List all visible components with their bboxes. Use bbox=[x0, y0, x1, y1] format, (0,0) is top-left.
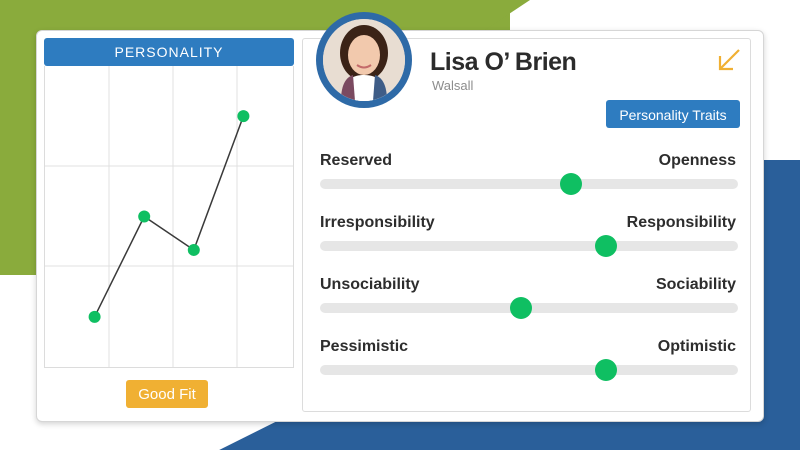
chart-series-line bbox=[93, 115, 245, 318]
personality-chart-panel: PERSONALITY bbox=[44, 38, 294, 368]
trait-slider-track[interactable] bbox=[320, 297, 738, 319]
good-fit-button[interactable]: Good Fit bbox=[126, 380, 208, 408]
trait-slider-track[interactable] bbox=[320, 235, 738, 257]
chart-point bbox=[88, 310, 101, 323]
profile-name: Lisa O’ Brien bbox=[430, 48, 577, 76]
trait-slider-track[interactable] bbox=[320, 173, 738, 195]
chart-point bbox=[138, 210, 151, 223]
personality-header: PERSONALITY bbox=[44, 38, 294, 66]
chart-point bbox=[187, 243, 200, 256]
trait-label-left: Reserved bbox=[320, 152, 393, 169]
trait-label-left: Unsociability bbox=[320, 276, 420, 293]
trait-slider-knob[interactable] bbox=[509, 297, 532, 319]
diagonal-arrow-icon[interactable] bbox=[716, 47, 742, 73]
profile-location: Walsall bbox=[432, 78, 474, 93]
trait-label-left: Irresponsibility bbox=[320, 214, 435, 231]
trait-slider-knob[interactable] bbox=[595, 235, 618, 257]
trait-slider-track[interactable] bbox=[320, 359, 738, 381]
chart-point bbox=[237, 110, 250, 123]
avatar bbox=[316, 12, 412, 108]
trait-slider-knob[interactable] bbox=[595, 359, 618, 381]
trait-label-left: Pessimistic bbox=[320, 338, 409, 355]
trait-label-right: Sociability bbox=[655, 276, 736, 293]
chart-area bbox=[44, 66, 294, 368]
avatar-photo bbox=[323, 19, 405, 101]
trait-label-right: Openness bbox=[658, 152, 736, 169]
trait-label-right: Responsibility bbox=[626, 214, 736, 231]
trait-slider-knob[interactable] bbox=[559, 173, 582, 195]
personality-traits-button[interactable]: Personality Traits bbox=[606, 100, 740, 128]
trait-label-right: Optimistic bbox=[657, 338, 736, 355]
personality-line-chart bbox=[45, 66, 293, 367]
